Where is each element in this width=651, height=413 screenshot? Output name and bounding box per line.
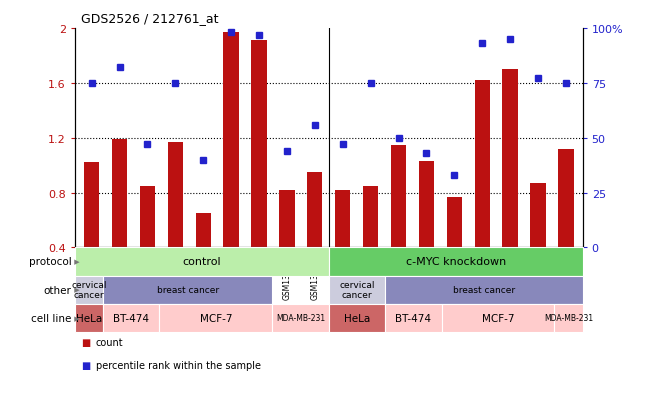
Bar xyxy=(84,163,99,248)
Bar xyxy=(447,197,462,248)
Text: c-MYC knockdown: c-MYC knockdown xyxy=(406,257,506,267)
Text: MDA-MB-231: MDA-MB-231 xyxy=(544,313,593,323)
Text: cell line: cell line xyxy=(31,313,72,323)
Text: HeLa: HeLa xyxy=(76,313,102,323)
Text: cervical
cancer: cervical cancer xyxy=(339,280,375,299)
Text: ▶: ▶ xyxy=(72,287,80,293)
Text: BT-474: BT-474 xyxy=(395,313,432,323)
Text: breast cancer: breast cancer xyxy=(157,285,219,294)
Text: ▶: ▶ xyxy=(72,259,80,265)
Bar xyxy=(335,190,350,248)
Bar xyxy=(168,142,183,248)
Bar xyxy=(251,41,267,248)
Text: BT-474: BT-474 xyxy=(113,313,149,323)
Text: ■: ■ xyxy=(81,360,90,370)
Bar xyxy=(307,173,322,248)
Text: cervical
cancer: cervical cancer xyxy=(71,280,107,299)
Text: control: control xyxy=(182,257,221,267)
Text: MDA-MB-231: MDA-MB-231 xyxy=(276,313,325,323)
Text: ▶: ▶ xyxy=(72,315,80,321)
Text: count: count xyxy=(96,337,123,347)
Bar xyxy=(531,183,546,248)
Bar xyxy=(475,81,490,248)
Bar xyxy=(558,149,574,248)
Text: other: other xyxy=(44,285,72,295)
Bar xyxy=(223,33,239,248)
Bar xyxy=(391,145,406,248)
Text: MCF-7: MCF-7 xyxy=(482,313,514,323)
Bar xyxy=(195,214,211,248)
Bar xyxy=(112,140,127,248)
Text: protocol: protocol xyxy=(29,257,72,267)
Bar xyxy=(363,186,378,248)
Text: breast cancer: breast cancer xyxy=(453,285,515,294)
Text: GDS2526 / 212761_at: GDS2526 / 212761_at xyxy=(81,12,219,25)
Bar xyxy=(419,161,434,248)
Bar xyxy=(503,70,518,248)
Text: percentile rank within the sample: percentile rank within the sample xyxy=(96,360,260,370)
Text: ■: ■ xyxy=(81,337,90,347)
Bar xyxy=(140,186,155,248)
Bar xyxy=(279,190,294,248)
Text: HeLa: HeLa xyxy=(344,313,370,323)
Text: MCF-7: MCF-7 xyxy=(200,313,232,323)
